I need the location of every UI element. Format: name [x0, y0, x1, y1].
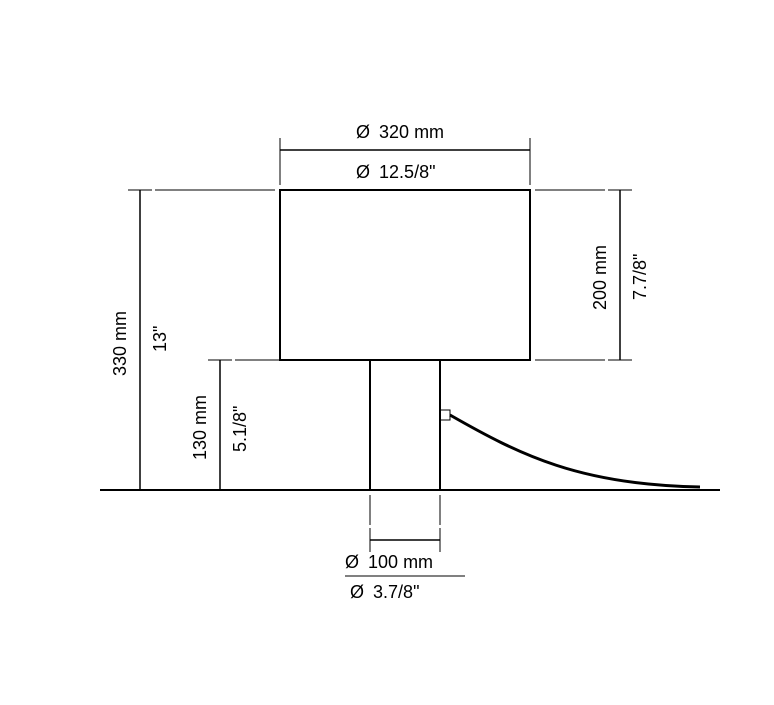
cable-connector [440, 410, 450, 420]
lamp-shade [280, 190, 530, 360]
dim-bottom-base: Ø 100 mm Ø 3.7/8" [345, 495, 465, 602]
dim-bottom-mm-label: Ø 100 mm [345, 552, 433, 572]
dim-left-total: 330 mm 13" [110, 190, 170, 490]
dim-top-mm-label: Ø 320 mm [356, 122, 444, 142]
dim-left-base-mm-label: 130 mm [190, 395, 210, 460]
dim-right-mm-label: 200 mm [590, 245, 610, 310]
dim-right-shade: 200 mm 7.7/8" [590, 190, 650, 360]
dim-bottom-in-label: Ø 3.7/8" [350, 582, 419, 602]
dim-left-base-in-label: 5.1/8" [230, 406, 250, 452]
dim-top-in-label: Ø 12.5/8" [356, 162, 435, 182]
power-cable [450, 415, 700, 487]
dim-right-in-label: 7.7/8" [630, 254, 650, 300]
dim-top-width: Ø 320 mm Ø 12.5/8" [280, 122, 530, 182]
dimension-drawing: Ø 320 mm Ø 12.5/8" 200 mm 7.7/8" 330 mm … [0, 0, 774, 705]
lamp-base [370, 360, 440, 490]
dim-left-total-in-label: 13" [150, 326, 170, 352]
dim-left-base: 130 mm 5.1/8" [190, 360, 250, 490]
dim-left-total-mm-label: 330 mm [110, 311, 130, 376]
